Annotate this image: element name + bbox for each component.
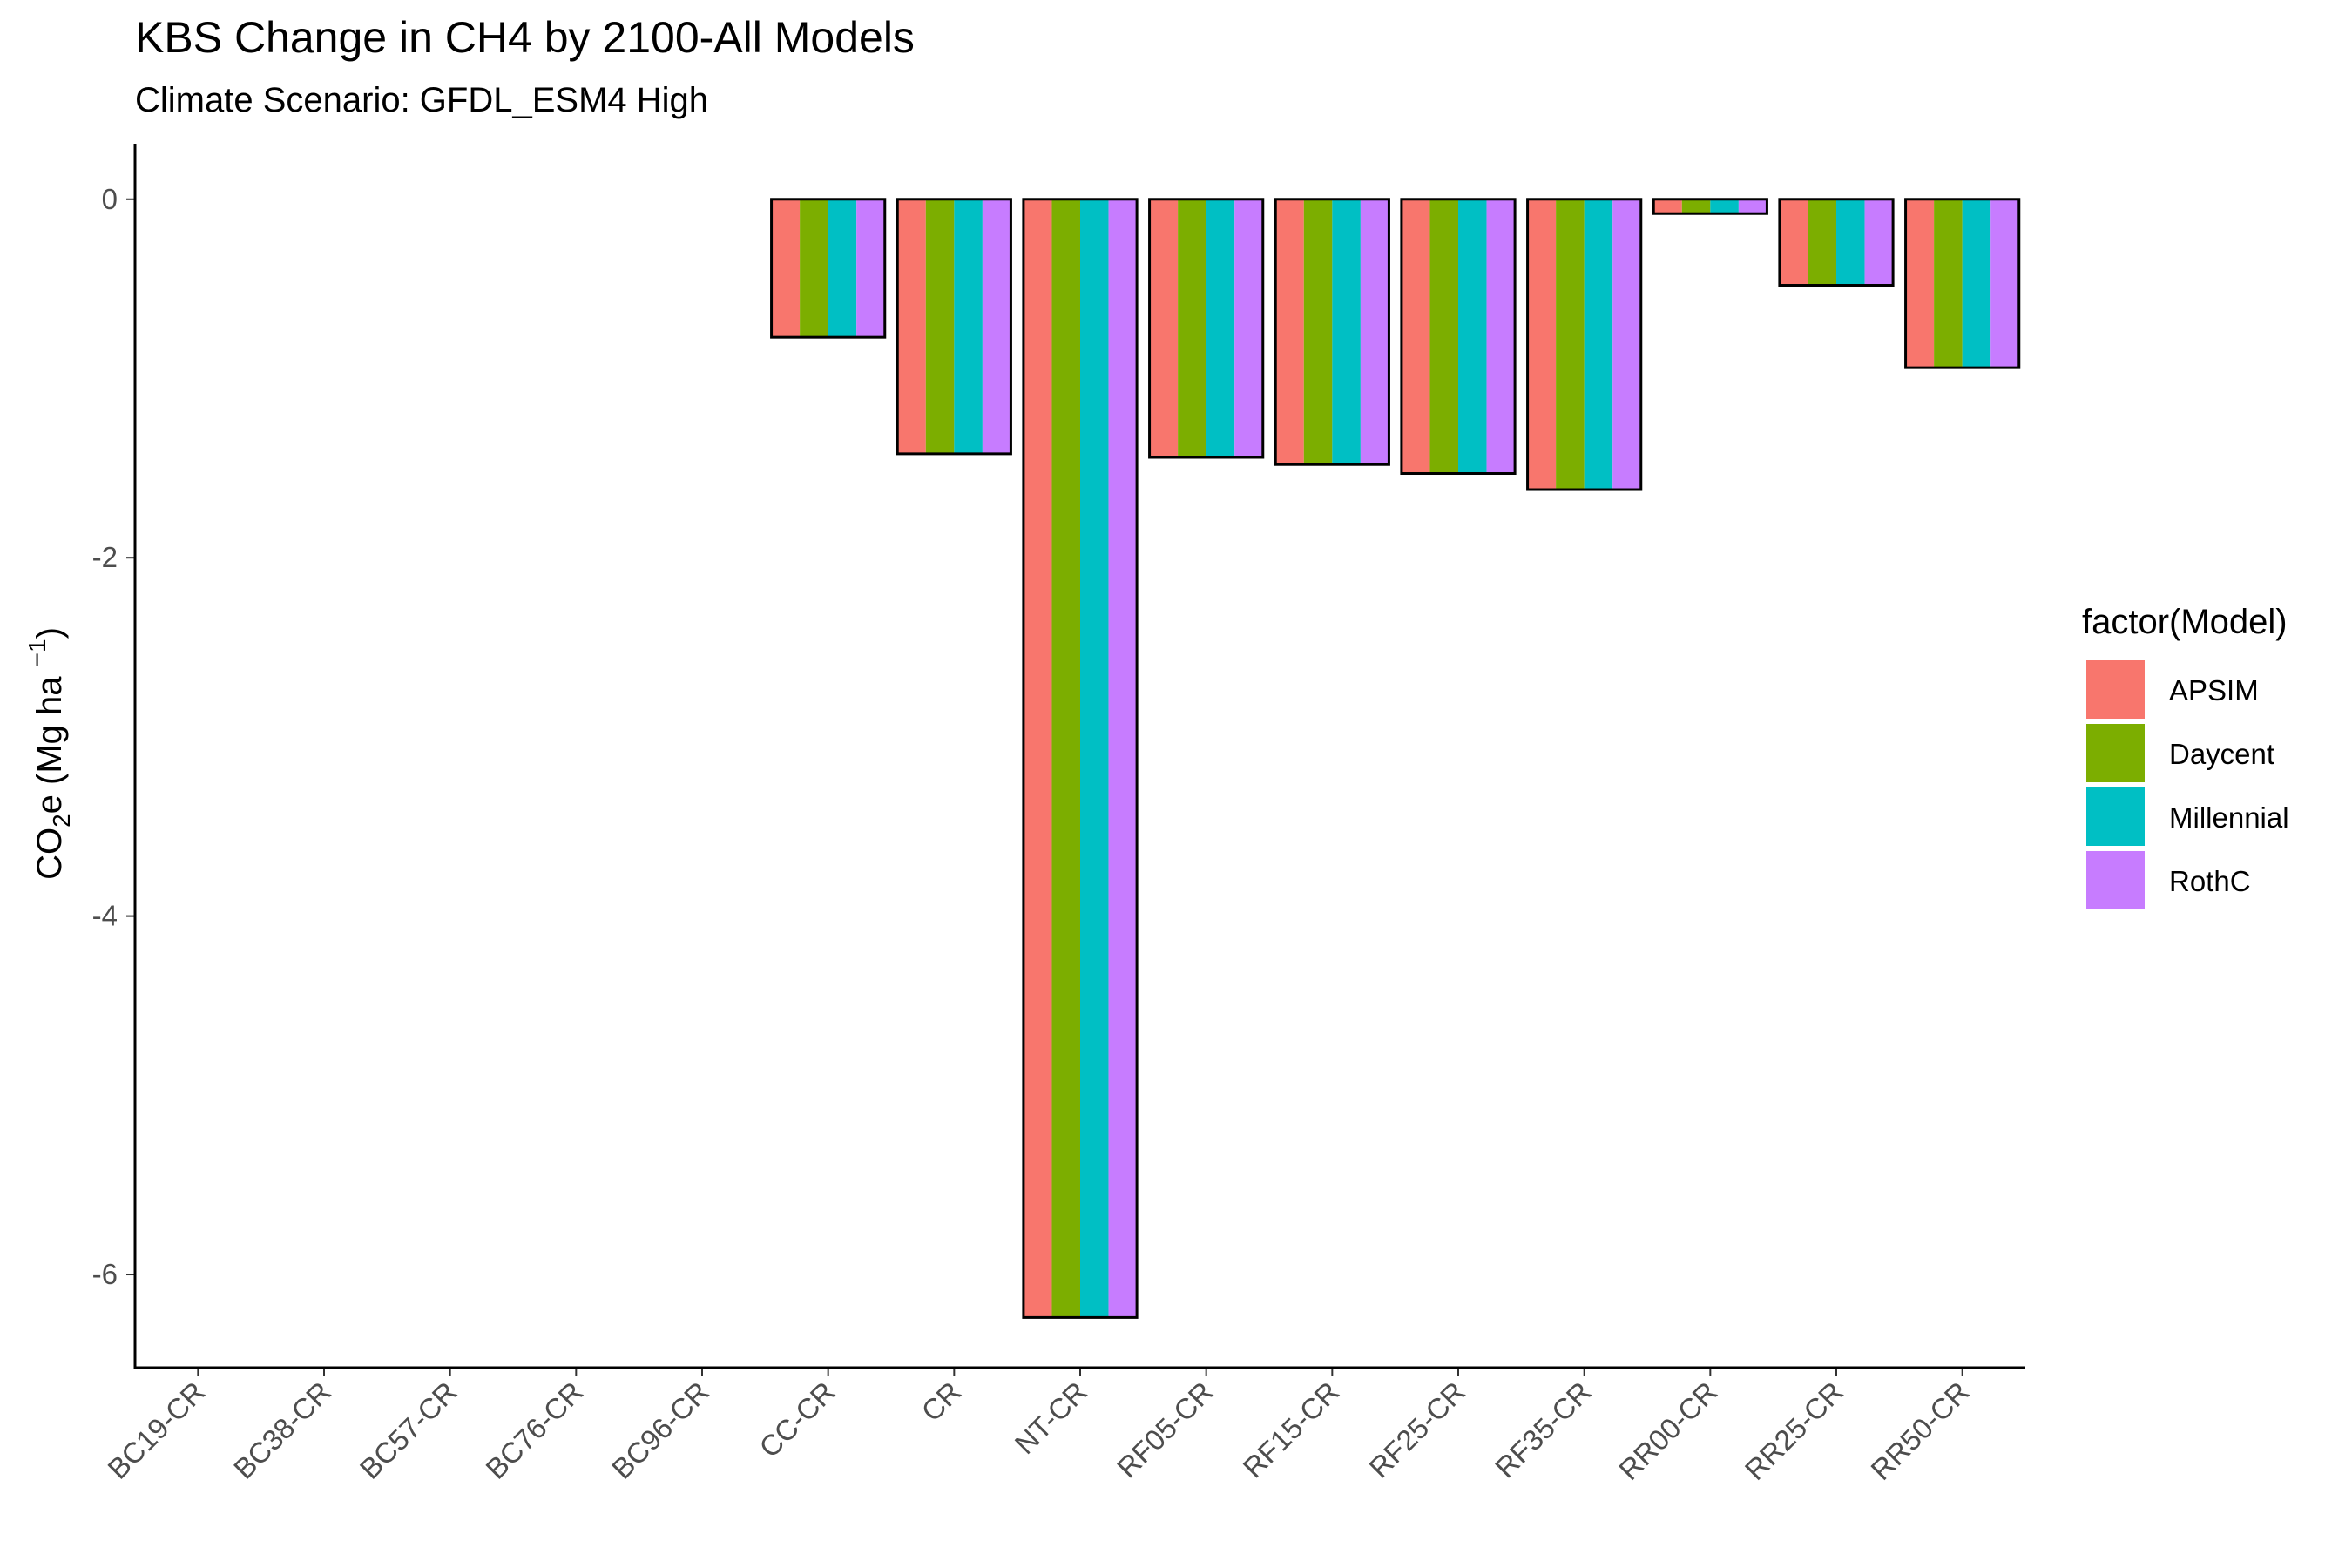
bar-daycent-rf15-cr (1303, 199, 1333, 465)
legend-label-apsim: APSIM (2169, 674, 2259, 706)
bar-outline-cr (896, 198, 1012, 456)
legend-title: factor(Model) (2082, 603, 2288, 641)
bar-outline-rr25-cr (1778, 198, 1895, 287)
y-tick-label: 0 (102, 183, 118, 215)
bar-daycent-cc-cr (800, 199, 828, 338)
bar-apsim-rf25-cr (1401, 199, 1430, 474)
y-axis-ticks: 0 -2 -4 -6 (92, 183, 135, 1290)
bar-rothc-rr50-cr (1990, 199, 2019, 368)
bar-rothc-rf35-cr (1612, 199, 1641, 490)
y-tick-label: -4 (92, 900, 118, 932)
legend-key-apsim (2086, 660, 2145, 719)
bar-millennial-cr (954, 199, 983, 454)
bar-rothc-cr (982, 199, 1011, 454)
bar-rothc-rf25-cr (1486, 199, 1516, 474)
x-tick-label: BC38-CR (227, 1375, 337, 1485)
bar-apsim-rf05-cr (1149, 199, 1179, 457)
bar-millennial-rf05-cr (1206, 199, 1235, 457)
x-tick-label: CR (915, 1375, 967, 1428)
bar-daycent-rf05-cr (1178, 199, 1206, 457)
bar-outline-nt-cr (1022, 198, 1139, 1319)
x-tick-label: RF25-CR (1362, 1375, 1471, 1484)
bar-millennial-rf15-cr (1332, 199, 1361, 465)
bar-rothc-rr00-cr (1738, 199, 1767, 214)
x-tick-label: RR25-CR (1739, 1375, 1849, 1486)
bar-millennial-rr25-cr (1836, 199, 1865, 286)
y-tick-label: -2 (92, 541, 118, 573)
bar-millennial-cc-cr (828, 199, 857, 338)
bar-apsim-rf35-cr (1527, 199, 1557, 490)
bar-daycent-nt-cr (1051, 199, 1080, 1318)
x-tick-label: RF15-CR (1237, 1375, 1346, 1484)
x-tick-label: RF35-CR (1489, 1375, 1598, 1484)
bar-millennial-rf35-cr (1584, 199, 1613, 490)
bar-daycent-rr00-cr (1681, 199, 1711, 214)
x-tick-label: RR50-CR (1864, 1375, 1975, 1486)
x-tick-label: NT-CR (1008, 1375, 1092, 1460)
bar-daycent-rr25-cr (1808, 199, 1836, 286)
bar-daycent-rr50-cr (1934, 199, 1963, 368)
chart-title: KBS Change in CH4 by 2100-All Models (135, 13, 915, 62)
x-tick-label: CC-CR (753, 1375, 841, 1463)
bar-rothc-rr25-cr (1864, 199, 1894, 286)
bar-outline-rr50-cr (1904, 198, 2021, 369)
bar-outline-rf05-cr (1148, 198, 1265, 459)
legend-label-daycent: Daycent (2169, 738, 2274, 770)
x-tick-label: RF05-CR (1111, 1375, 1220, 1484)
bar-daycent-rf25-cr (1429, 199, 1458, 474)
y-tick-label: -6 (92, 1258, 118, 1290)
bar-apsim-rr50-cr (1905, 199, 1935, 368)
bar-outline-rf15-cr (1274, 198, 1390, 466)
bar-daycent-rf35-cr (1556, 199, 1585, 490)
bar-daycent-cr (925, 199, 955, 454)
x-tick-label: RR00-CR (1612, 1375, 1723, 1486)
bar-apsim-nt-cr (1023, 199, 1052, 1318)
bar-outline-rf25-cr (1400, 198, 1517, 476)
bar-millennial-rr00-cr (1710, 199, 1739, 214)
legend-key-millennial (2086, 787, 2145, 846)
x-tick-label: BC57-CR (354, 1375, 463, 1485)
bar-rothc-cc-cr (856, 199, 885, 338)
bars-group (770, 198, 2021, 1319)
bar-millennial-rr50-cr (1962, 199, 1991, 368)
bar-outline-cc-cr (770, 198, 887, 339)
bar-apsim-rr00-cr (1653, 199, 1682, 214)
bar-apsim-cr (897, 199, 926, 454)
y-axis-title: CO2e (Mg ha −1) (24, 627, 75, 880)
bar-millennial-nt-cr (1080, 199, 1109, 1318)
x-tick-label: BC76-CR (479, 1375, 589, 1485)
x-tick-label: BC96-CR (605, 1375, 715, 1485)
legend-key-rothc (2086, 851, 2145, 909)
legend-label-rothc: RothC (2169, 865, 2251, 897)
bar-rothc-rf15-cr (1360, 199, 1389, 465)
x-axis-ticks: BC19-CR BC38-CR BC57-CR BC76-CR BC96-CR CC-CR… (101, 1368, 1976, 1486)
legend-key-daycent (2086, 724, 2145, 782)
bar-outline-rf35-cr (1526, 198, 1643, 491)
x-tick-label: BC19-CR (101, 1375, 211, 1485)
bar-apsim-rr25-cr (1779, 199, 1808, 286)
bar-millennial-rf25-cr (1458, 199, 1487, 474)
legend: factor(Model) APSIM Daycent Millennial Roth… (2082, 603, 2289, 909)
bar-apsim-cc-cr (771, 199, 801, 338)
bar-rothc-nt-cr (1108, 199, 1138, 1318)
bar-outline-rr00-cr (1652, 198, 1768, 215)
bar-apsim-rf15-cr (1275, 199, 1304, 465)
bar-rothc-rf05-cr (1234, 199, 1263, 457)
chart-subtitle: Climate Scenario: GFDL_ESM4 High (135, 81, 708, 119)
legend-label-millennial: Millennial (2169, 801, 2289, 834)
